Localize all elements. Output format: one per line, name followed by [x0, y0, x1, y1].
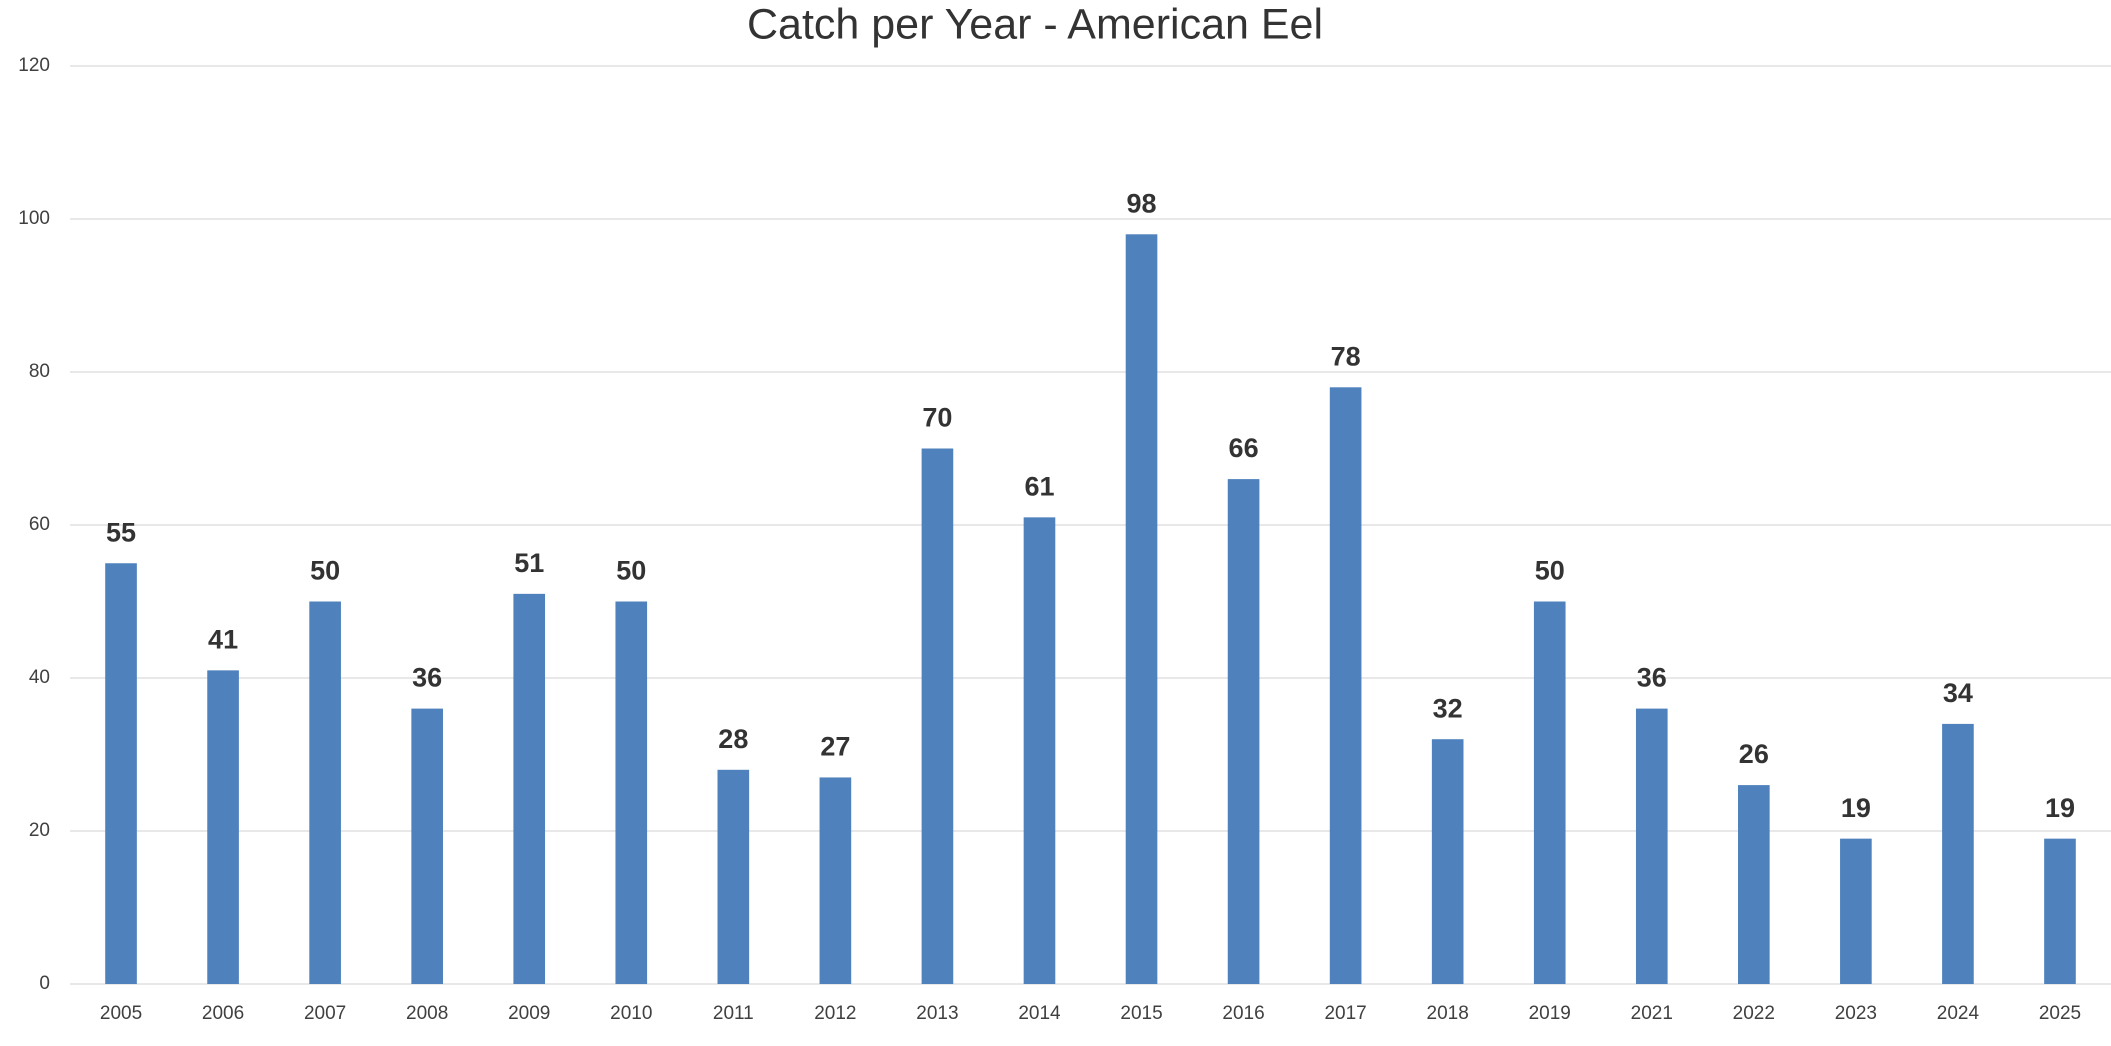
data-label: 34 [1943, 678, 1973, 708]
x-tick-label: 2013 [916, 1003, 958, 1024]
data-label: 50 [310, 556, 340, 586]
data-label: 61 [1024, 471, 1054, 501]
bar [1329, 387, 1362, 984]
x-tick-label: 2011 [713, 1003, 754, 1024]
y-tick-label: 120 [18, 55, 50, 76]
data-label: 51 [514, 548, 544, 578]
bar [411, 708, 443, 984]
y-tick-label: 40 [29, 667, 50, 688]
data-label: 66 [1229, 433, 1259, 463]
x-tick-label: 2014 [1018, 1003, 1061, 1024]
data-label: 28 [718, 724, 748, 754]
bar [1942, 723, 1974, 984]
x-tick-label: 2016 [1222, 1003, 1264, 1024]
bar [1635, 708, 1668, 984]
x-tick-label: 2009 [508, 1003, 550, 1024]
data-label: 27 [820, 732, 850, 762]
data-label: 26 [1739, 739, 1769, 769]
x-tick-label: 2015 [1120, 1003, 1162, 1024]
bar [921, 448, 954, 984]
bar [2044, 838, 2076, 984]
bar [1840, 838, 1872, 984]
data-label: 36 [1637, 663, 1667, 693]
x-tick-label: 2007 [304, 1003, 346, 1024]
x-tick-label: 2006 [202, 1003, 244, 1024]
y-tick-label: 100 [18, 208, 50, 229]
x-tick-label: 2017 [1324, 1003, 1366, 1024]
x-tick-label: 2005 [100, 1003, 142, 1024]
bar [717, 769, 750, 984]
x-tick-label: 2019 [1529, 1003, 1571, 1024]
x-tick-label: 2023 [1835, 1003, 1877, 1024]
bar [819, 777, 852, 984]
x-tick-label: 2024 [1937, 1003, 1980, 1024]
data-label: 32 [1433, 693, 1463, 723]
bar [513, 593, 546, 984]
chart-title: Catch per Year - American Eel [747, 0, 1323, 48]
data-label: 19 [2045, 793, 2075, 823]
data-label: 55 [106, 517, 136, 547]
data-label: 78 [1331, 341, 1361, 371]
data-label: 70 [922, 403, 952, 433]
data-label: 50 [1535, 556, 1565, 586]
data-label: 19 [1841, 793, 1871, 823]
y-tick-label: 0 [39, 973, 50, 994]
data-label: 98 [1127, 188, 1157, 218]
bar [207, 670, 239, 984]
x-tick-label: 2025 [2039, 1003, 2081, 1024]
data-label: 41 [208, 624, 238, 654]
bar [1125, 234, 1158, 985]
bar [1533, 601, 1566, 984]
data-label: 36 [412, 663, 442, 693]
x-tick-label: 2018 [1427, 1003, 1469, 1024]
bar [1227, 479, 1260, 984]
bar [105, 563, 137, 984]
bar [309, 601, 341, 984]
bar [615, 601, 648, 984]
x-tick-label: 2008 [406, 1003, 448, 1024]
x-tick-label: 2022 [1733, 1003, 1775, 1024]
y-tick-label: 20 [29, 820, 50, 841]
x-tick-label: 2010 [610, 1003, 652, 1024]
data-label: 50 [616, 556, 646, 586]
bar [1431, 739, 1464, 984]
x-tick-label: 2021 [1631, 1003, 1673, 1024]
bar [1023, 517, 1056, 984]
bar [1738, 785, 1770, 984]
y-tick-label: 60 [29, 514, 50, 535]
x-tick-label: 2012 [814, 1003, 856, 1024]
y-tick-label: 80 [29, 361, 50, 382]
